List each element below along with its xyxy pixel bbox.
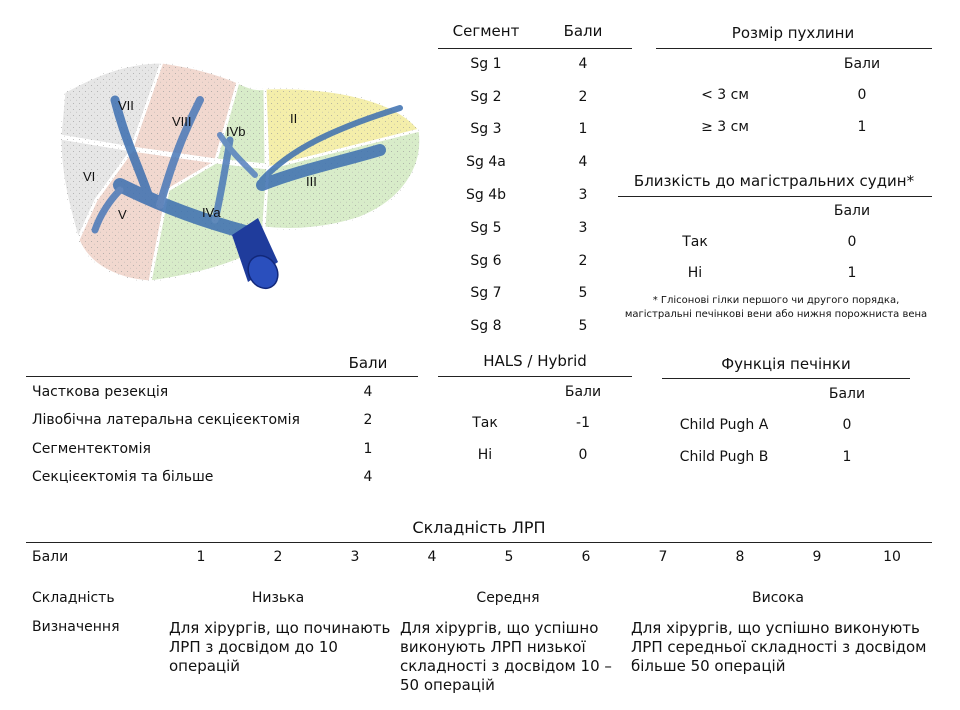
difficulty-point: 10 <box>883 549 901 565</box>
resection-points: 4 <box>363 469 373 485</box>
segment-name: Sg 4b <box>465 187 507 203</box>
segment-points: 3 <box>578 187 588 203</box>
segment-label-vii: VII <box>118 98 134 113</box>
tumor-size-option: < 3 см <box>701 87 749 103</box>
hepatic-vessels <box>91 95 403 239</box>
segment-label-vi: VI <box>83 169 95 184</box>
segment-points: 2 <box>578 253 588 269</box>
segment-name: Sg 3 <box>470 121 502 137</box>
hals-rule <box>438 376 632 377</box>
difficulty-level-medium: Середня <box>476 590 540 606</box>
resection-type: Секцієектомія та більше <box>32 469 214 485</box>
segment-name: Sg 4a <box>466 154 506 170</box>
hals-points-header: Бали <box>564 384 602 400</box>
liver-function-option: Child Pugh B <box>679 449 769 465</box>
difficulty-points-label: Бали <box>32 549 69 565</box>
difficulty-point: 4 <box>427 549 437 565</box>
segment-table-rule <box>438 48 632 49</box>
vessel-points: 0 <box>847 234 857 250</box>
segment-points: 2 <box>578 89 588 105</box>
difficulty-point: 8 <box>735 549 745 565</box>
difficulty-point: 7 <box>658 549 668 565</box>
difficulty-definition-low: Для хірургів, що починають ЛРП з досвідо… <box>169 619 391 675</box>
difficulty-definition-medium: Для хірургів, що успішно виконують ЛРП н… <box>400 619 612 694</box>
segment-name: Sg 1 <box>470 56 502 72</box>
tumor-size-option: ≥ 3 см <box>701 119 749 135</box>
vessel-footnote: * Глісонові гілки першого чи другого пор… <box>624 295 928 320</box>
difficulty-point: 5 <box>504 549 514 565</box>
difficulty-level-label: Складність <box>32 590 115 606</box>
tumor-size-title: Розмір пухлини <box>731 24 855 42</box>
resection-type: Лівобічна латеральна секцієектомія <box>32 412 300 428</box>
difficulty-point: 9 <box>812 549 822 565</box>
difficulty-title: Складність ЛРП <box>412 518 546 537</box>
liver-function-points: 0 <box>842 417 852 433</box>
hals-option: Ні <box>477 447 493 463</box>
vessel-option: Так <box>682 234 708 250</box>
segment-points: 5 <box>578 318 588 334</box>
liver-texture <box>60 62 421 282</box>
segment-points: 5 <box>578 285 588 301</box>
resection-points-header: Бали <box>348 354 388 372</box>
vessel-points-header: Бали <box>833 203 871 219</box>
vessel-option: Ні <box>687 265 703 281</box>
difficulty-point: 6 <box>581 549 591 565</box>
segment-name: Sg 8 <box>470 318 502 334</box>
vessel-proximity-rule <box>618 196 932 197</box>
resection-type: Сегментектомія <box>32 441 151 457</box>
segment-name: Sg 2 <box>470 89 502 105</box>
difficulty-point: 3 <box>350 549 360 565</box>
segment-label-ii: II <box>290 111 297 126</box>
liver-function-title: Функція печінки <box>721 355 851 373</box>
inferior-vena-cava <box>232 218 279 290</box>
tumor-size-points: 0 <box>857 87 867 103</box>
hals-title: HALS / Hybrid <box>483 352 587 370</box>
tumor-size-rule <box>656 48 932 49</box>
resection-rule <box>26 376 418 377</box>
liver-function-points: 1 <box>842 449 852 465</box>
liver-function-option: Child Pugh A <box>679 417 769 433</box>
segment-label-v: V <box>118 207 127 222</box>
segment-label-iva: IVa <box>202 205 221 220</box>
hals-option: Так <box>472 415 498 431</box>
vessel-proximity-title: Близкість до магістральних судин* <box>633 172 915 190</box>
resection-points: 4 <box>363 384 373 400</box>
segment-points: 4 <box>578 56 588 72</box>
difficulty-rule <box>26 542 932 543</box>
segment-name: Sg 6 <box>470 253 502 269</box>
segment-points: 4 <box>578 154 588 170</box>
hals-points: -1 <box>576 415 590 431</box>
segment-label-viii: VIII <box>172 114 192 129</box>
difficulty-definition-high: Для хірургів, що успішно виконують ЛРП с… <box>631 619 927 675</box>
segment-column-header: Сегмент <box>452 22 520 40</box>
tumor-size-points-header: Бали <box>843 56 881 72</box>
resection-type: Часткова резекція <box>32 384 169 400</box>
difficulty-point: 1 <box>196 549 206 565</box>
resection-points: 1 <box>363 441 373 457</box>
segment-label-ivb: IVb <box>226 124 246 139</box>
segment-points: 1 <box>578 121 588 137</box>
resection-points: 2 <box>363 412 373 428</box>
liver-function-points-header: Бали <box>828 386 866 402</box>
points-column-header: Бали <box>563 22 603 40</box>
difficulty-point: 2 <box>273 549 283 565</box>
difficulty-level-high: Висока <box>751 590 804 606</box>
tumor-size-points: 1 <box>857 119 867 135</box>
difficulty-definition-label: Визначення <box>32 619 120 635</box>
liver-segment-diagram: VII VIII IVb II VI III V IVa <box>58 60 423 290</box>
segment-name: Sg 7 <box>470 285 502 301</box>
hals-points: 0 <box>578 447 588 463</box>
vessel-points: 1 <box>847 265 857 281</box>
segment-name: Sg 5 <box>470 220 502 236</box>
difficulty-level-low: Низька <box>251 590 305 606</box>
liver-function-rule <box>662 378 910 379</box>
segment-label-iii: III <box>306 174 317 189</box>
segment-points: 3 <box>578 220 588 236</box>
